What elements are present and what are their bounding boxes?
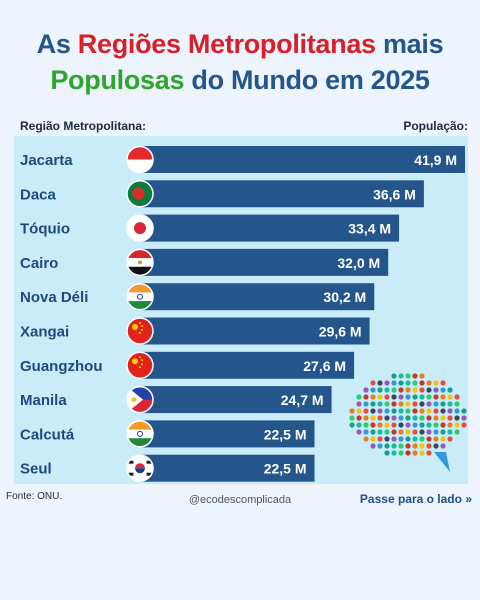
flag-india-icon <box>126 420 154 448</box>
bar <box>140 420 315 448</box>
source-note: Fonte: ONU. <box>6 491 63 502</box>
bar-row: Nova Déli 30,2 M <box>20 282 375 311</box>
bar <box>140 351 355 379</box>
category-label: Manila <box>20 392 67 409</box>
bar-row: Cairo 32,0 M <box>20 248 389 277</box>
bar <box>140 146 465 173</box>
bar <box>140 214 400 242</box>
value-label: 30,2 M <box>323 289 366 305</box>
swipe-hint-label: Passe para o lado <box>359 492 462 506</box>
category-label: Guangzhou <box>20 358 103 375</box>
bar <box>140 283 375 311</box>
bar <box>140 317 370 345</box>
value-label: 27,6 M <box>303 358 346 374</box>
title-part: As <box>36 29 78 59</box>
flag-south-korea-icon <box>126 454 154 482</box>
value-label: 32,0 M <box>337 255 380 271</box>
page-title: As Regiões Metropolitanas mais Populosas… <box>0 26 480 98</box>
bar-row: Guangzhou 27,6 M <box>20 351 355 380</box>
value-label: 22,5 M <box>264 426 307 442</box>
flag-bangladesh-icon <box>126 180 154 208</box>
bar-row: Calcutá 22,5 M <box>20 420 315 448</box>
value-label: 29,6 M <box>319 324 362 340</box>
category-label: Daca <box>20 186 57 203</box>
region-column-header: Região Metropolitana: <box>20 119 147 133</box>
category-label: Jacarta <box>20 152 73 169</box>
category-label: Tóquio <box>20 221 70 238</box>
value-label: 36,6 M <box>373 186 416 202</box>
population-column-header: População: <box>403 119 468 133</box>
bar <box>140 386 332 414</box>
crowd-speech-bubble-icon <box>349 373 467 472</box>
bar-row: Daca 36,6 M <box>20 180 424 208</box>
bar <box>140 248 389 276</box>
flag-india-icon <box>126 282 154 311</box>
category-label: Xangai <box>20 324 69 341</box>
title-highlight-green: Populosas <box>50 65 185 95</box>
title-highlight-red: Regiões Metropolitanas <box>77 29 376 59</box>
category-label: Nova Déli <box>20 289 88 306</box>
value-label: 33,4 M <box>348 221 391 237</box>
title-part: mais <box>375 29 444 59</box>
flag-philippines-icon <box>126 385 154 414</box>
bar <box>140 454 315 482</box>
bar-row: Jacarta 41,9 M <box>20 145 465 174</box>
value-label: 22,5 M <box>264 461 307 477</box>
bar-row: Seul 22,5 M <box>20 454 315 482</box>
double-chevron-right-icon: » <box>465 492 472 506</box>
title-part: do Mundo em 2025 <box>184 65 430 95</box>
title-line-1: As Regiões Metropolitanas mais <box>0 26 480 62</box>
flag-china-icon <box>126 317 154 345</box>
flag-indonesia-icon <box>126 145 154 174</box>
category-label: Seul <box>20 461 52 478</box>
bar-row: Xangai 29,6 M <box>20 317 370 345</box>
bar-row: Manila 24,7 M <box>20 385 332 414</box>
title-line-2: Populosas do Mundo em 2025 <box>0 62 480 98</box>
category-label: Calcutá <box>20 426 75 443</box>
author-handle: @ecodescomplicada <box>188 494 292 506</box>
flag-japan-icon <box>126 214 154 242</box>
flag-china-icon <box>126 351 154 380</box>
flag-egypt-icon <box>126 248 154 277</box>
bar <box>140 180 424 208</box>
bar-row: Tóquio 33,4 M <box>20 214 400 242</box>
category-label: Cairo <box>20 255 58 272</box>
swipe-hint: Passe para o lado » <box>360 492 472 506</box>
value-label: 41,9 M <box>414 152 457 168</box>
value-label: 24,7 M <box>281 392 324 408</box>
